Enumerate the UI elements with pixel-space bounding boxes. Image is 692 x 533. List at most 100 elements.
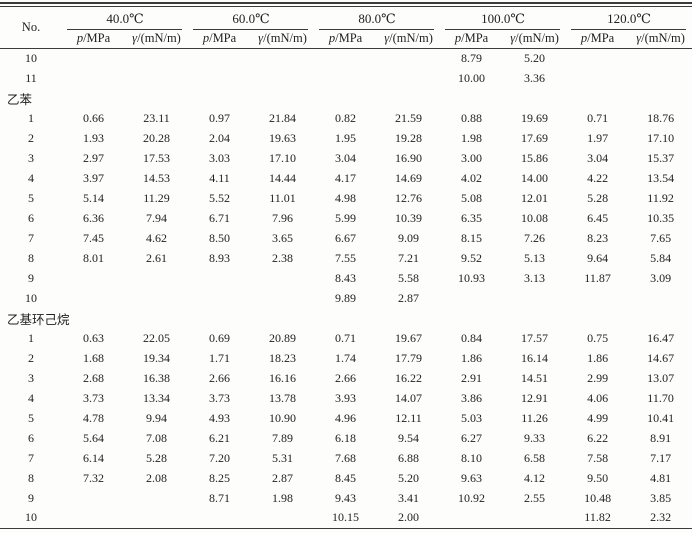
- tension-cell: 1.98: [272, 490, 294, 505]
- pressure-cell: 5.52: [209, 190, 231, 205]
- data-table: No. 40.0℃ 60.0℃ 80.0℃ 100.0℃ 120.0℃ p/MP…: [0, 7, 692, 529]
- tension-cell: 6.58: [524, 450, 546, 465]
- row-number-cell: 9: [28, 490, 34, 505]
- pressure-cell: 0.69: [209, 330, 231, 345]
- pressure-cell: 6.45: [587, 210, 609, 225]
- p-unit: /MPa: [83, 31, 111, 46]
- table-row: 8 7.32 2.08 8.25 2.87 8.45 5.20 9.63 4.12 9.50 4.8…: [0, 468, 692, 488]
- pressure-cell: 6.21: [209, 430, 231, 445]
- pressure-cell: 1.98: [461, 130, 483, 145]
- temp-header-60c: 60.0℃: [188, 7, 314, 30]
- temp-header-80c: 80.0℃: [314, 7, 440, 30]
- tension-cell: [125, 508, 188, 528]
- row-number-cell: 5: [28, 190, 34, 205]
- pressure-cell: 7.32: [83, 470, 104, 485]
- pressure-cell: [566, 288, 629, 308]
- tension-cell: 6.88: [398, 450, 420, 465]
- tension-cell: 7.08: [146, 430, 167, 445]
- tension-cell: 13.54: [647, 170, 675, 185]
- tension-cell: 16.90: [395, 150, 423, 165]
- table-row: 7 6.14 5.28 7.20 5.31 7.68 6.88 8.10 6.58 7.58 7.1…: [0, 448, 692, 468]
- pressure-cell: 3.03: [209, 150, 231, 165]
- table-row: 9 8.43 5.58 10.93 3.13 11.87 3.09: [0, 268, 692, 288]
- tension-cell: 10.90: [269, 410, 297, 425]
- p-unit: /MPa: [209, 31, 237, 46]
- tension-cell: 14.67: [647, 350, 675, 365]
- tension-cell: 7.21: [398, 250, 420, 265]
- table-row: 3 2.68 16.38 2.66 16.16 2.66 16.22 2.91 14.51 2.9…: [0, 368, 692, 388]
- tension-cell: [251, 508, 314, 528]
- temp-header-100c: 100.0℃: [440, 7, 566, 30]
- pressure-cell: 0.84: [461, 330, 483, 345]
- pressure-cell: 8.25: [209, 470, 231, 485]
- tension-cell: 2.08: [146, 470, 167, 485]
- column-header-tension: γ/(mN/m): [125, 30, 189, 49]
- tension-cell: 5.84: [650, 250, 672, 265]
- gamma-unit: /(mN/m): [389, 31, 433, 46]
- gamma-symbol: γ: [510, 31, 516, 46]
- row-number-cell: 1: [28, 110, 34, 125]
- pressure-cell: 9.63: [461, 470, 483, 485]
- pressure-cell: 4.17: [335, 170, 357, 185]
- pressure-cell: 8.79: [461, 50, 483, 65]
- pressure-cell: [566, 68, 629, 88]
- table-header: No. 40.0℃ 60.0℃ 80.0℃ 100.0℃ 120.0℃ p/MP…: [0, 7, 692, 49]
- pressure-cell: 10.92: [458, 490, 486, 505]
- tension-cell: 5.58: [398, 270, 420, 285]
- pressure-cell: 10.00: [458, 70, 486, 85]
- temp-header-40c: 40.0℃: [62, 7, 188, 30]
- pressure-cell: [188, 288, 251, 308]
- row-number-cell: 6: [28, 210, 34, 225]
- tension-cell: 12.91: [521, 390, 549, 405]
- pressure-cell: 2.99: [587, 370, 609, 385]
- pressure-cell: 0.82: [335, 110, 357, 125]
- pressure-cell: [314, 68, 377, 88]
- column-header-tension: γ/(mN/m): [251, 30, 315, 49]
- tension-cell: 3.85: [650, 490, 672, 505]
- pressure-cell: [188, 268, 251, 288]
- pressure-cell: 4.78: [83, 410, 104, 425]
- column-header-no: No.: [0, 7, 62, 49]
- tension-cell: 11.26: [521, 410, 548, 425]
- pressure-cell: 2.04: [209, 130, 231, 145]
- tension-cell: 7.94: [146, 210, 167, 225]
- column-header-tension: γ/(mN/m): [377, 30, 441, 49]
- tension-cell: 17.69: [521, 130, 549, 145]
- pressure-cell: 3.04: [587, 150, 609, 165]
- row-number-cell: 7: [28, 230, 34, 245]
- pressure-cell: [62, 508, 125, 528]
- pressure-cell: 6.35: [461, 210, 483, 225]
- pressure-cell: 8.93: [209, 250, 231, 265]
- gamma-symbol: γ: [384, 31, 390, 46]
- table-row: 1 0.66 23.11 0.97 21.84 0.82 21.59 0.88 19.69 0.7…: [0, 108, 692, 128]
- tension-cell: 3.36: [524, 70, 546, 85]
- tension-cell: 14.00: [521, 170, 549, 185]
- table-row: 10 8.79 5.20: [0, 48, 692, 68]
- column-header-pressure: p/MPa: [440, 30, 504, 49]
- table-body: 10 8.79 5.20 11 10.00 3.36 乙苯 1 0.66 23.11 0.97 21.…: [0, 48, 692, 528]
- tension-cell: 12.01: [521, 190, 549, 205]
- p-symbol: p: [454, 31, 462, 46]
- tension-cell: [629, 48, 692, 68]
- pressure-cell: 1.86: [587, 350, 609, 365]
- table-row: 11 10.00 3.36: [0, 68, 692, 88]
- tension-cell: [125, 48, 188, 68]
- pressure-cell: [440, 508, 503, 528]
- pressure-cell: 0.71: [587, 110, 609, 125]
- row-number-cell: 11: [25, 70, 37, 85]
- tension-cell: 16.14: [521, 350, 549, 365]
- pressure-cell: 4.02: [461, 170, 483, 185]
- gamma-unit: /(mN/m): [137, 31, 181, 46]
- pressure-cell: 4.96: [335, 410, 357, 425]
- pressure-cell: 3.93: [335, 390, 357, 405]
- tension-cell: 9.33: [524, 430, 546, 445]
- table-row: 7 7.45 4.62 8.50 3.65 6.67 9.09 8.15 7.26 8.23 7.6…: [0, 228, 692, 248]
- pressure-cell: [62, 488, 125, 508]
- tension-cell: 14.69: [395, 170, 423, 185]
- temp-group-row: No. 40.0℃ 60.0℃ 80.0℃ 100.0℃ 120.0℃: [0, 7, 692, 49]
- tension-cell: 5.20: [524, 50, 546, 65]
- pressure-cell: 0.88: [461, 110, 483, 125]
- pressure-cell: 9.64: [587, 250, 609, 265]
- pressure-cell: 2.97: [83, 150, 104, 165]
- tension-cell: 21.59: [395, 110, 423, 125]
